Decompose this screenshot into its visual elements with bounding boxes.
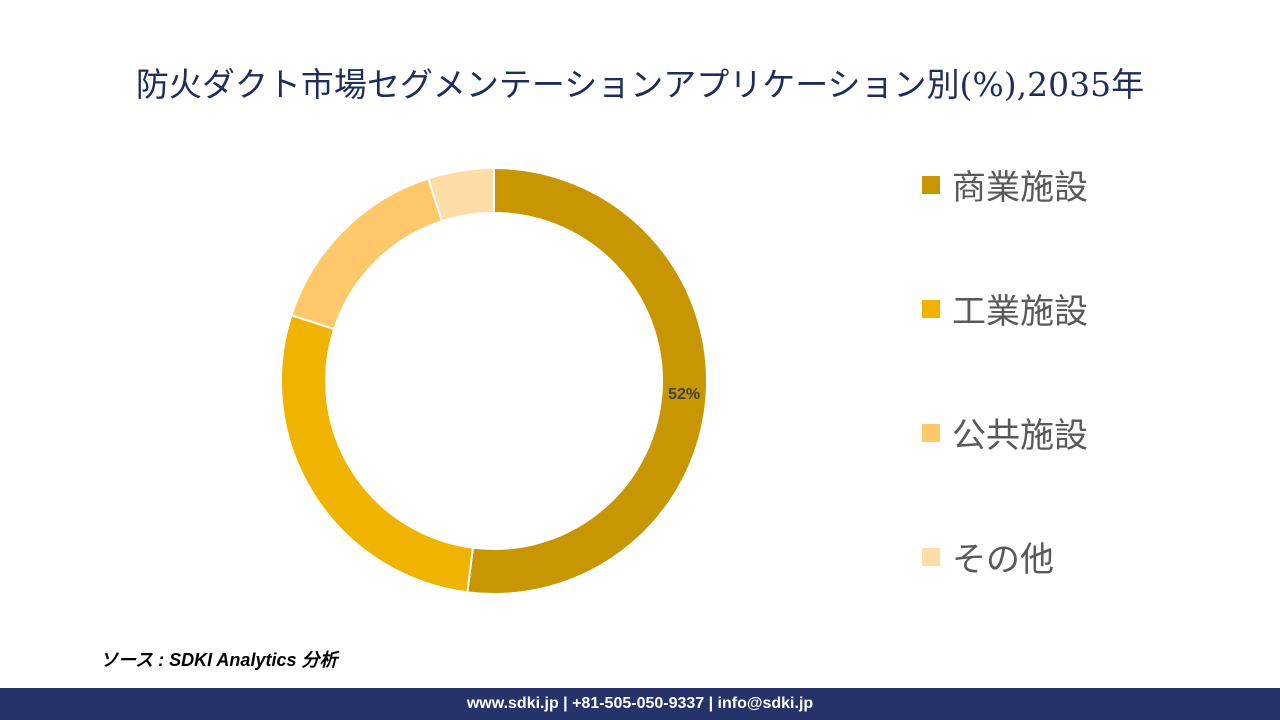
- legend-item: 商業施設: [922, 160, 1088, 209]
- data-label: 52%: [668, 386, 700, 403]
- legend-swatch: [922, 547, 940, 566]
- legend-label: その他: [952, 540, 1054, 580]
- legend-item: 公共施設: [922, 408, 1088, 457]
- donut-slice-3: [290, 177, 444, 331]
- legend-item: 工業施設: [922, 284, 1088, 333]
- footer-contact: www.sdki.jp | +81-505-050-9337 | info@sd…: [0, 688, 1280, 720]
- legend-label: 商業施設: [952, 168, 1088, 208]
- chart-title: 防火ダクト市場セグメンテーションアプリケーション別(%),2035年: [135, 65, 1145, 104]
- source-note: ソース : SDKI Analytics 分析: [100, 650, 338, 670]
- legend-label: 工業施設: [952, 292, 1088, 332]
- donut-slice-2: [280, 313, 475, 594]
- legend-swatch: [922, 299, 940, 318]
- legend-swatch: [922, 423, 940, 442]
- legend-label: 公共施設: [952, 416, 1088, 456]
- donut-slice-1: [466, 166, 708, 595]
- legend-swatch: [922, 175, 940, 194]
- donut-slice-4: [426, 166, 495, 223]
- legend-item: その他: [922, 532, 1054, 581]
